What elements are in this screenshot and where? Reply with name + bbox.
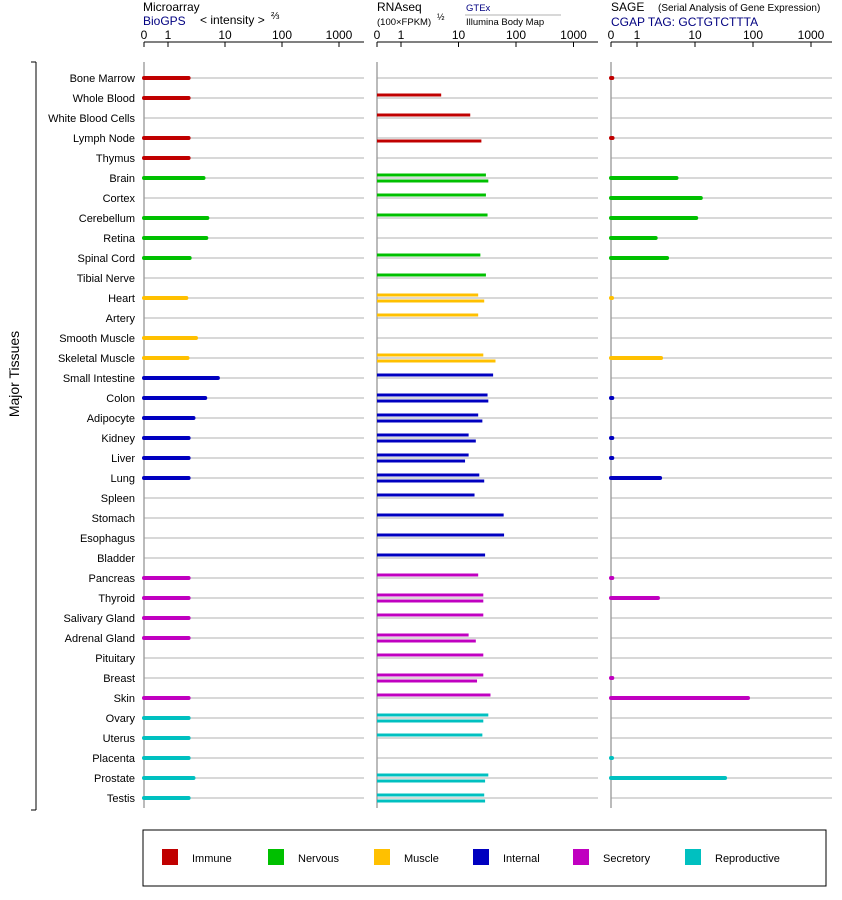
rnaseq-title: RNAseq [377,0,422,14]
legend-swatch [268,849,284,865]
tissue-label: Spinal Cord [78,253,135,265]
rnaseq-tick-label: 1000 [560,28,587,42]
tissue-label: Bladder [97,553,135,565]
tissue-label: Whole Blood [73,93,135,105]
tissue-label: Skeletal Muscle [58,353,135,365]
tissue-label: Cortex [103,193,136,205]
microarray-tick-label: 10 [218,28,232,42]
tissue-label: Lung [111,473,135,485]
legend: Immune Nervous Muscle Internal Secretory Repr… [162,849,780,865]
tissue-label: Thymus [96,153,136,165]
tissue-label: Breast [103,673,135,685]
panels-layer: 0 1 10 100 1000 0 1 10 100 1000 0 1 10 100 1000 [141,28,832,808]
sage-tick-label: 100 [743,28,763,42]
legend-swatch [685,849,701,865]
tissue-label: Uterus [103,733,136,745]
sage-panel: 0 1 10 100 1000 [608,28,832,808]
legend-label: Immune [192,853,232,865]
rnaseq-tick-label: 10 [452,28,466,42]
tissue-label: Stomach [92,513,135,525]
microarray-tick-label: 1 [165,28,172,42]
tissue-label: Bone Marrow [70,73,135,85]
legend-item: Secretory [573,849,651,865]
microarray-measure: < intensity > [200,13,265,27]
sage-tick-label: 1 [634,28,641,42]
microarray-tick-label: 1000 [326,28,353,42]
rnaseq-exponent: ½ [437,12,445,22]
tissue-label: Artery [106,313,136,325]
microarray-panel: 0 1 10 100 1000 [141,28,364,808]
tissue-label: Adipocyte [87,413,135,425]
sage-tick-label: 0 [608,28,615,42]
microarray-exponent: ⅔ [271,11,280,22]
tissue-label: Prostate [94,773,135,785]
legend-item: Internal [473,849,540,865]
legend-label: Reproductive [715,853,780,865]
rnaseq-measure: (100×FPKM) [377,17,431,28]
tissue-label: Testis [107,793,136,805]
tissue-labels: Bone Marrow Whole Blood White Blood Cells L… [48,73,136,805]
legend-label: Nervous [298,853,339,865]
sage-title: SAGE [611,0,644,14]
tissue-label: Smooth Muscle [59,333,135,345]
tissue-label: White Blood Cells [48,113,135,125]
y-axis-label: Major Tissues [6,331,22,417]
tissue-label: Heart [108,293,135,305]
microarray-tick-label: 0 [141,28,148,42]
legend-item: Immune [162,849,232,865]
tissue-label: Brain [109,173,135,185]
rnaseq-tick-label: 0 [374,28,381,42]
tissue-label: Adrenal Gland [65,633,135,645]
tissue-label: Retina [103,233,136,245]
microarray-source: BioGPS [143,14,186,28]
tissue-label: Pancreas [89,573,136,585]
legend-swatch [473,849,489,865]
legend-item: Muscle [374,849,439,865]
tissue-label: Lymph Node [73,133,135,145]
tissue-label: Colon [106,393,135,405]
tissue-label: Cerebellum [79,213,135,225]
legend-swatch [162,849,178,865]
tissue-label: Salivary Gland [63,613,135,625]
tissue-label: Skin [114,693,135,705]
tissue-label: Kidney [101,433,135,445]
sage-tick-label: 10 [688,28,702,42]
sage-subtitle: (Serial Analysis of Gene Expression) [658,3,820,14]
tissue-label: Tibial Nerve [77,273,135,285]
tissue-label: Pituitary [95,653,135,665]
microarray-title: Microarray [143,0,200,14]
legend-item: Nervous [268,849,339,865]
legend-label: Muscle [404,853,439,865]
tissue-label: Spleen [101,493,135,505]
tissue-label: Placenta [92,753,136,765]
tissue-label: Ovary [106,713,136,725]
legend-item: Reproductive [685,849,780,865]
rnaseq-source-gtex: GTEx [466,3,491,14]
legend-label: Secretory [603,853,651,865]
rnaseq-tick-label: 1 [398,28,405,42]
legend-swatch [374,849,390,865]
tissue-label: Small Intestine [63,373,135,385]
sage-tag-label: CGAP TAG: GCTGTCTTTA [611,15,758,29]
rnaseq-source-ibm: Illumina Body Map [466,17,544,28]
tissue-label: Esophagus [80,533,136,545]
tissue-label: Thyroid [98,593,135,605]
sage-tick-label: 1000 [798,28,825,42]
microarray-tick-label: 100 [272,28,292,42]
legend-swatch [573,849,589,865]
legend-label: Internal [503,853,540,865]
rnaseq-tick-label: 100 [506,28,526,42]
rnaseq-panel: 0 1 10 100 1000 [374,28,598,808]
tissue-label: Liver [111,453,135,465]
